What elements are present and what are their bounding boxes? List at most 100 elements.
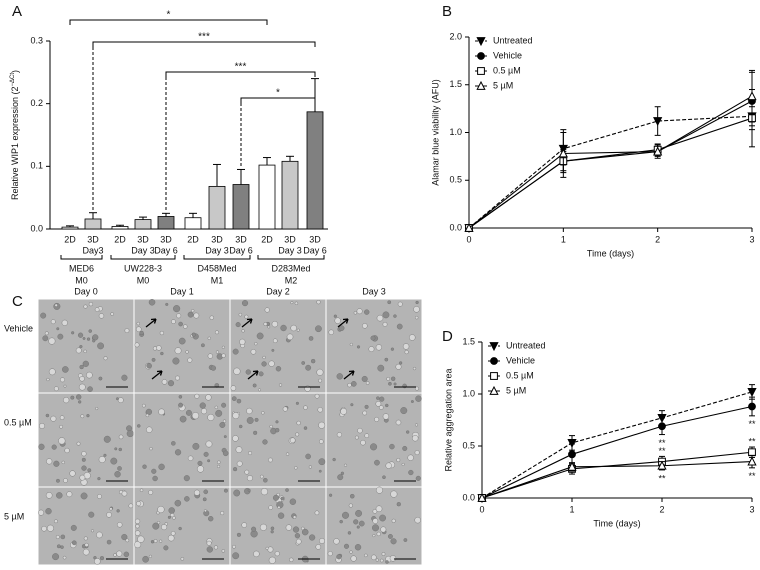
- cell: [215, 409, 223, 417]
- cell: [327, 551, 333, 557]
- cell: [397, 301, 403, 307]
- cell: [314, 393, 320, 399]
- cell: [318, 469, 322, 473]
- group-label: M1: [211, 275, 224, 285]
- cell: [203, 451, 209, 457]
- group-label: M0: [137, 275, 150, 285]
- panel-label: D: [442, 328, 453, 345]
- cell: [386, 377, 391, 381]
- cell: [110, 457, 118, 465]
- cell: [185, 350, 189, 354]
- cell: [38, 509, 45, 516]
- arrow: [337, 318, 349, 328]
- cell: [364, 553, 368, 558]
- cell: [75, 394, 82, 400]
- marker: [477, 52, 485, 60]
- cell: [106, 512, 112, 518]
- cell: [71, 331, 75, 335]
- cell: [264, 307, 270, 313]
- cell: [396, 502, 401, 507]
- group-label: M2: [285, 275, 298, 285]
- cell: [308, 336, 314, 341]
- cell: [246, 407, 253, 415]
- cell: [334, 317, 341, 324]
- cell: [97, 342, 104, 350]
- cell: [148, 554, 152, 558]
- cell: [135, 326, 142, 333]
- y-tick-label: 0.2: [30, 98, 43, 108]
- cell: [215, 330, 219, 335]
- cell: [167, 534, 175, 542]
- column-label: Day 3: [362, 286, 386, 296]
- significance-label: **: [658, 446, 666, 456]
- cell: [221, 402, 227, 408]
- cell: [125, 538, 130, 543]
- cell: [78, 400, 82, 404]
- cell: [277, 512, 285, 519]
- cell: [375, 486, 383, 494]
- cell: [214, 405, 218, 410]
- micrograph: [325, 392, 423, 488]
- cell: [294, 301, 299, 305]
- cell: [275, 366, 282, 372]
- cell: [353, 519, 359, 525]
- y-tick-label: 2.0: [449, 31, 462, 41]
- marker: [653, 117, 663, 127]
- cell: [280, 496, 285, 501]
- cell: [361, 375, 368, 382]
- cell: [152, 522, 160, 530]
- cell: [272, 494, 279, 501]
- line: [468, 117, 753, 229]
- y-tick-label: 0.0: [30, 223, 43, 233]
- x-tick-label: 1: [569, 504, 574, 514]
- cell: [54, 303, 58, 307]
- cell: [267, 546, 274, 553]
- cell: [179, 415, 187, 423]
- cell: [233, 367, 241, 375]
- x-tick-label: 3D: [235, 234, 247, 244]
- cell: [95, 407, 99, 411]
- marker: [567, 438, 577, 448]
- bar: [84, 218, 102, 230]
- cell: [151, 357, 156, 362]
- cell: [372, 509, 378, 514]
- cell: [79, 474, 86, 481]
- cell: [220, 511, 225, 516]
- cell: [223, 435, 227, 439]
- y-axis-label: Relative WIP1 expression (2−ΔCt): [10, 70, 21, 200]
- cell: [389, 443, 395, 450]
- cell: [83, 536, 88, 541]
- cell: [268, 360, 275, 367]
- legend-label: 0.5 µM: [506, 370, 534, 380]
- cell: [203, 509, 207, 513]
- cell: [275, 420, 279, 424]
- cell: [178, 402, 184, 408]
- cell: [196, 465, 205, 473]
- marker: [476, 37, 486, 47]
- line: [481, 405, 753, 499]
- cell: [336, 554, 342, 560]
- y-tick-label: 0.5: [462, 440, 475, 450]
- significance-bracket: [165, 71, 316, 77]
- marker: [464, 222, 474, 232]
- cell: [319, 538, 325, 544]
- bar: [111, 226, 129, 230]
- cell: [289, 437, 296, 444]
- cell: [308, 465, 312, 469]
- cell: [261, 361, 267, 367]
- cell: [285, 452, 290, 456]
- cell: [61, 319, 68, 326]
- cell: [86, 371, 93, 379]
- cell: [301, 361, 306, 365]
- cell: [202, 497, 207, 502]
- cell: [215, 350, 220, 354]
- cell: [415, 475, 421, 481]
- cell: [238, 424, 243, 429]
- cell: [81, 451, 87, 457]
- significance-label: ***: [235, 62, 247, 73]
- cell: [268, 457, 273, 463]
- cell: [277, 505, 281, 509]
- cell: [142, 403, 146, 408]
- cell: [83, 349, 87, 354]
- cell: [116, 550, 123, 557]
